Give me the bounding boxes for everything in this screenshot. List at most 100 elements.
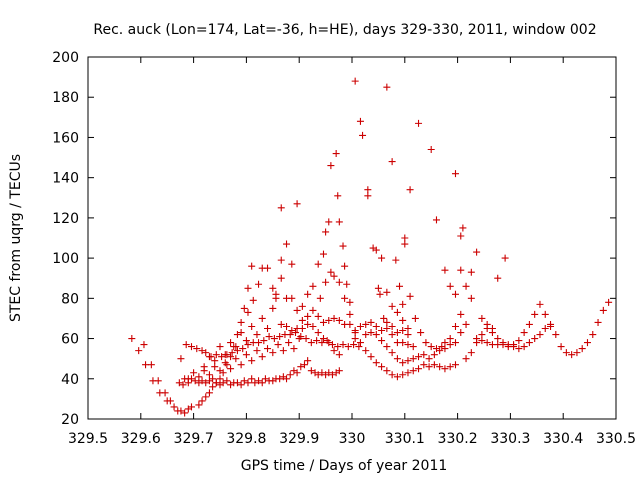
data-point xyxy=(599,306,607,314)
data-point xyxy=(404,357,412,365)
data-point xyxy=(293,200,301,208)
x-axis: 329.5 329.6 329.7 329.8 329.9 330 330.1 330.2 33… xyxy=(68,57,636,447)
data-point xyxy=(216,343,224,351)
data-point xyxy=(552,331,560,339)
data-point xyxy=(309,282,317,290)
data-point xyxy=(244,379,252,387)
data-point xyxy=(319,318,327,326)
data-point xyxy=(330,314,338,322)
data-point xyxy=(415,353,423,361)
data-point xyxy=(161,389,169,397)
x-tick-label: 330.4 xyxy=(543,431,583,447)
data-point xyxy=(396,282,404,290)
data-point xyxy=(420,361,428,369)
data-point xyxy=(462,282,470,290)
data-point xyxy=(227,365,235,373)
data-point xyxy=(181,409,189,417)
data-point xyxy=(277,204,285,212)
data-point xyxy=(190,369,198,377)
data-point xyxy=(288,294,296,302)
data-point xyxy=(367,329,375,337)
data-point xyxy=(251,379,259,387)
data-point xyxy=(499,341,507,349)
data-point xyxy=(212,351,220,359)
data-point xyxy=(330,272,338,280)
data-point xyxy=(399,316,407,324)
data-point xyxy=(276,375,284,383)
data-point xyxy=(205,353,213,361)
chart-title: Rec. auck (Lon=174, Lat=-36, h=HE), days… xyxy=(93,22,596,38)
data-point xyxy=(583,339,591,347)
x-tick-label: 329.8 xyxy=(226,431,266,447)
data-point xyxy=(383,367,391,375)
data-point xyxy=(277,274,285,282)
data-point xyxy=(248,322,256,330)
data-point xyxy=(223,377,231,385)
data-point xyxy=(367,353,375,361)
data-point xyxy=(325,339,333,347)
data-point xyxy=(244,284,252,292)
data-point xyxy=(297,363,305,371)
data-point xyxy=(478,337,486,345)
data-point xyxy=(446,282,454,290)
data-point xyxy=(372,331,380,339)
data-point xyxy=(319,335,327,343)
data-point xyxy=(415,365,423,373)
data-point xyxy=(269,304,277,312)
data-point xyxy=(467,294,475,302)
data-point xyxy=(288,327,296,335)
data-point xyxy=(383,318,391,326)
data-point xyxy=(335,316,343,324)
y-tick-label: 60 xyxy=(61,332,79,348)
data-point xyxy=(260,337,268,345)
data-point xyxy=(441,365,449,373)
data-point xyxy=(302,335,310,343)
data-point xyxy=(314,260,322,268)
data-point xyxy=(286,331,294,339)
data-point xyxy=(388,331,396,339)
data-point xyxy=(255,280,263,288)
data-point xyxy=(237,381,245,389)
data-point xyxy=(494,335,502,343)
data-point xyxy=(383,288,391,296)
data-point xyxy=(451,290,459,298)
data-point xyxy=(380,314,388,322)
data-point xyxy=(249,296,257,304)
data-point xyxy=(483,325,491,332)
data-point xyxy=(244,308,252,316)
data-point xyxy=(253,331,261,339)
data-point xyxy=(237,361,245,369)
y-tick-label: 120 xyxy=(52,211,79,227)
data-point xyxy=(335,218,343,226)
data-point xyxy=(356,339,364,347)
data-point xyxy=(184,375,192,383)
x-tick-label: 330 xyxy=(339,431,366,447)
data-point xyxy=(233,331,241,339)
data-point xyxy=(501,254,509,262)
data-point xyxy=(473,339,481,347)
data-point xyxy=(425,363,433,371)
data-point xyxy=(415,119,423,127)
data-point xyxy=(211,363,219,371)
data-point xyxy=(304,357,312,365)
data-point xyxy=(417,329,425,337)
data-point xyxy=(432,345,440,353)
data-point xyxy=(309,322,317,330)
data-point xyxy=(334,343,342,351)
data-point xyxy=(346,310,354,318)
data-point xyxy=(404,331,412,339)
data-point xyxy=(376,290,384,298)
data-point xyxy=(473,248,481,256)
data-point xyxy=(451,339,459,347)
data-point xyxy=(446,363,454,371)
data-point xyxy=(216,367,224,375)
data-point xyxy=(135,347,143,355)
data-point xyxy=(166,397,174,405)
data-point xyxy=(328,341,336,349)
data-point xyxy=(209,375,217,383)
data-point xyxy=(264,264,272,272)
data-point xyxy=(436,363,444,371)
data-point xyxy=(374,284,382,292)
data-point xyxy=(451,322,459,330)
data-point xyxy=(293,369,301,377)
